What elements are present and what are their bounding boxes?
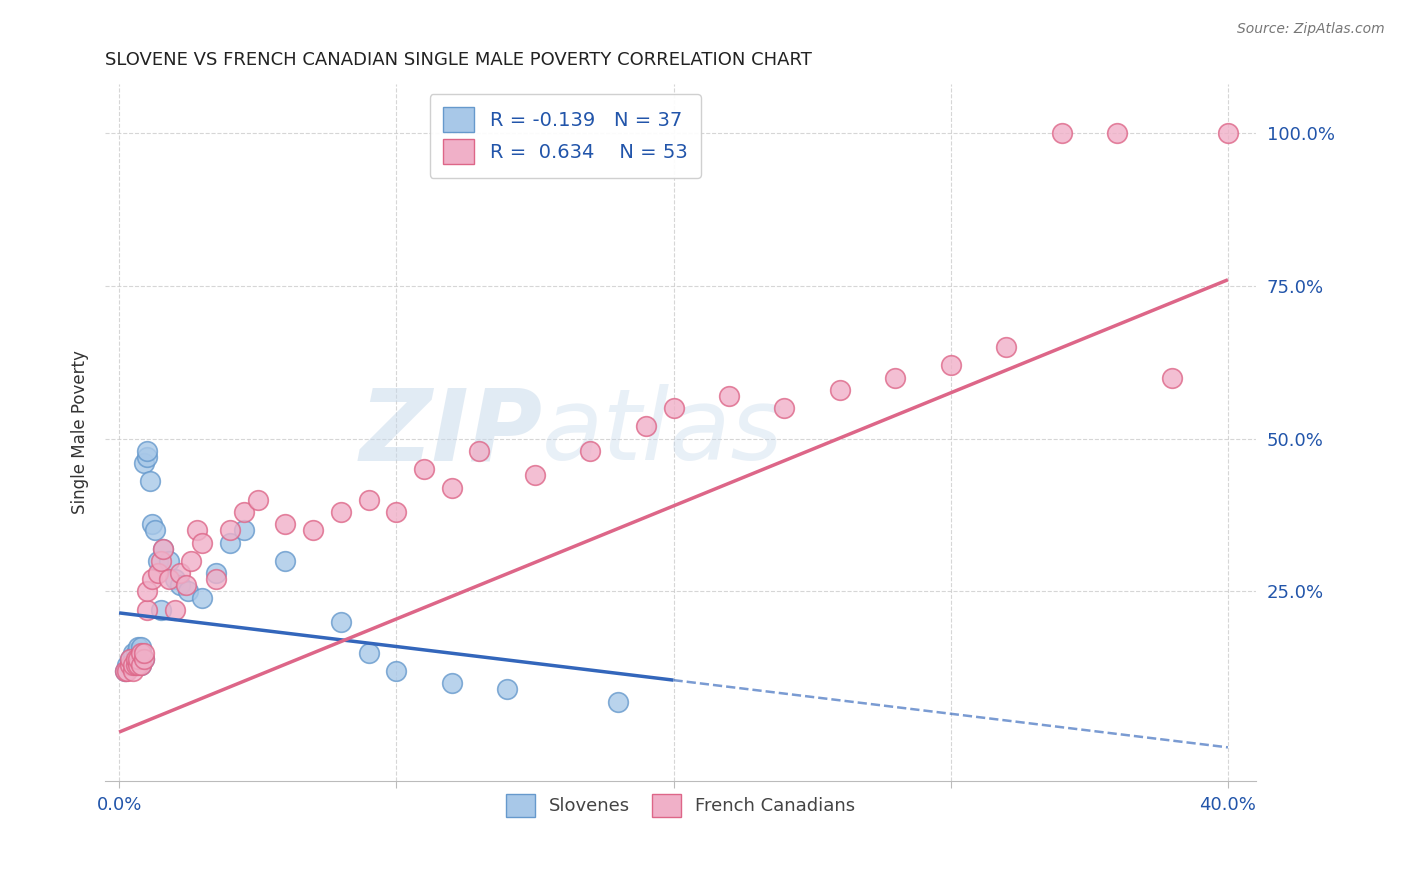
Point xyxy=(205,572,228,586)
Text: Source: ZipAtlas.com: Source: ZipAtlas.com xyxy=(1237,22,1385,37)
Point xyxy=(717,389,740,403)
Point xyxy=(132,646,155,660)
Point xyxy=(125,646,148,660)
Point xyxy=(146,554,169,568)
Point xyxy=(127,640,149,654)
Point xyxy=(662,401,685,416)
Point xyxy=(157,572,180,586)
Point xyxy=(149,554,172,568)
Point xyxy=(191,591,214,605)
Point xyxy=(152,541,174,556)
Point xyxy=(939,359,962,373)
Point xyxy=(132,456,155,470)
Point xyxy=(440,481,463,495)
Point xyxy=(127,651,149,665)
Point xyxy=(219,535,242,549)
Point xyxy=(127,657,149,672)
Point xyxy=(186,524,208,538)
Y-axis label: Single Male Poverty: Single Male Poverty xyxy=(72,351,89,515)
Point xyxy=(135,603,157,617)
Point xyxy=(413,462,436,476)
Point xyxy=(114,664,136,678)
Point xyxy=(129,646,152,660)
Point xyxy=(141,517,163,532)
Point xyxy=(122,646,145,660)
Point xyxy=(129,657,152,672)
Point xyxy=(274,517,297,532)
Point xyxy=(440,676,463,690)
Point xyxy=(1105,126,1128,140)
Point xyxy=(177,584,200,599)
Point xyxy=(1161,370,1184,384)
Point xyxy=(995,340,1018,354)
Point xyxy=(579,443,602,458)
Point xyxy=(385,664,408,678)
Text: SLOVENE VS FRENCH CANADIAN SINGLE MALE POVERTY CORRELATION CHART: SLOVENE VS FRENCH CANADIAN SINGLE MALE P… xyxy=(105,51,813,69)
Point xyxy=(135,450,157,464)
Point xyxy=(132,651,155,665)
Point xyxy=(135,584,157,599)
Point xyxy=(138,475,160,489)
Point xyxy=(219,524,242,538)
Point xyxy=(114,664,136,678)
Point xyxy=(274,554,297,568)
Point xyxy=(180,554,202,568)
Point xyxy=(828,383,851,397)
Point xyxy=(120,657,142,672)
Point xyxy=(117,657,139,672)
Point xyxy=(634,419,657,434)
Point xyxy=(149,603,172,617)
Point xyxy=(143,524,166,538)
Point xyxy=(468,443,491,458)
Point xyxy=(1050,126,1073,140)
Point xyxy=(157,554,180,568)
Point xyxy=(127,651,149,665)
Point xyxy=(205,566,228,581)
Point xyxy=(120,651,142,665)
Point xyxy=(135,443,157,458)
Point xyxy=(122,664,145,678)
Point xyxy=(1216,126,1239,140)
Point xyxy=(163,572,186,586)
Point xyxy=(129,640,152,654)
Point xyxy=(357,646,380,660)
Point xyxy=(523,468,546,483)
Point xyxy=(125,657,148,672)
Point xyxy=(246,492,269,507)
Point xyxy=(884,370,907,384)
Point xyxy=(152,541,174,556)
Point xyxy=(329,615,352,629)
Point xyxy=(125,657,148,672)
Point xyxy=(141,572,163,586)
Point xyxy=(496,682,519,697)
Legend: Slovenes, French Canadians: Slovenes, French Canadians xyxy=(498,787,862,824)
Text: atlas: atlas xyxy=(543,384,785,481)
Point xyxy=(773,401,796,416)
Point xyxy=(232,505,254,519)
Point xyxy=(169,566,191,581)
Point xyxy=(122,651,145,665)
Point xyxy=(169,578,191,592)
Point xyxy=(329,505,352,519)
Text: ZIP: ZIP xyxy=(360,384,543,481)
Point xyxy=(607,694,630,708)
Point xyxy=(174,578,197,592)
Point xyxy=(163,603,186,617)
Point xyxy=(385,505,408,519)
Point xyxy=(132,651,155,665)
Point xyxy=(191,535,214,549)
Point xyxy=(125,651,148,665)
Point xyxy=(129,646,152,660)
Point xyxy=(146,566,169,581)
Point xyxy=(120,651,142,665)
Point xyxy=(117,664,139,678)
Point xyxy=(357,492,380,507)
Point xyxy=(232,524,254,538)
Point xyxy=(302,524,325,538)
Point xyxy=(129,657,152,672)
Point xyxy=(122,657,145,672)
